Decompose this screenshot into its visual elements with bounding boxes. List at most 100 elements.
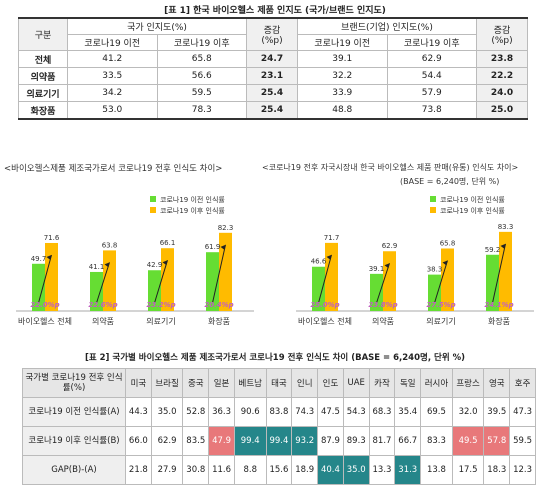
- legend-swatch: [430, 207, 436, 213]
- col-before-header: 코로나19 이전: [67, 34, 158, 51]
- data-label: 62.9: [382, 242, 398, 250]
- col-after-header: 코로나19 이후: [386, 34, 477, 51]
- table-cell: 49.5: [451, 426, 485, 456]
- col-after-header: 코로나19 이후: [156, 34, 247, 51]
- country-header: 브라질: [150, 368, 184, 398]
- data-label: 41.1: [89, 263, 105, 271]
- country-header: 독일: [394, 368, 422, 398]
- gap-annotation: 20.4%p: [204, 301, 233, 309]
- arrow-head: [220, 244, 226, 250]
- col-before-header: 코로나19 이전: [297, 34, 388, 51]
- country-header: 미국: [125, 368, 152, 398]
- country-header: 영국: [483, 368, 511, 398]
- country-group-header: 국가 인지도(%): [67, 17, 247, 35]
- country-change-header: 증감 (%p): [246, 17, 298, 51]
- table-cell: 66.0: [125, 426, 152, 456]
- row-label-before: 코로나19 이전 인식률(A): [22, 397, 126, 427]
- gap-arrow: [434, 260, 448, 304]
- country-header: UAE: [342, 368, 370, 398]
- table-cell: 83.5: [182, 426, 210, 456]
- data-label: 66.1: [160, 239, 176, 247]
- table-cell: 13.3: [368, 455, 396, 485]
- brand-change-header: 증감 (%p): [476, 17, 528, 51]
- bar-before: [32, 263, 45, 311]
- table-cell: 81.7: [368, 426, 396, 456]
- data-label: 83.3: [498, 223, 514, 231]
- bar-before: [428, 274, 441, 311]
- table-cell: 31.3: [394, 455, 422, 485]
- gap-arrow: [492, 243, 506, 304]
- country-header: 베트남: [233, 368, 267, 398]
- gap-arrow: [154, 260, 168, 304]
- legend-swatch: [150, 196, 156, 202]
- table-cell: 8.8: [233, 455, 267, 485]
- data-label: 61.9: [205, 243, 221, 251]
- data-label: 63.8: [102, 241, 118, 249]
- gap-arrow: [318, 254, 332, 304]
- gap-arrow: [212, 244, 226, 304]
- table-cell: 83.8: [265, 397, 293, 427]
- country-header: 인니: [291, 368, 319, 398]
- table-cell: 21.8: [125, 455, 152, 485]
- table-row: 전체 41.2 65.8 24.7 39.1 62.9 23.8: [18, 50, 528, 68]
- table-cell: 47.5: [317, 397, 344, 427]
- bar-before: [486, 254, 499, 311]
- table-cell: 18.3: [483, 455, 511, 485]
- bar-after: [45, 242, 58, 311]
- arrow-head: [104, 262, 110, 268]
- data-label: 59.2: [485, 246, 501, 254]
- table-cell: 39.5: [483, 397, 511, 427]
- table-cell: 99.4: [265, 426, 293, 456]
- right-chart-note: (BASE = 6,240명, 단위 %): [400, 177, 500, 186]
- legend-label: 코로나19 이후 인식률: [440, 206, 505, 215]
- table-cell: 11.6: [208, 455, 235, 485]
- table-cell: 68.3: [368, 397, 396, 427]
- table-row: 의료기기 34.2 59.5 25.4 33.9 57.9 24.0: [18, 84, 528, 102]
- bar-after: [441, 248, 454, 311]
- table-cell: 44.3: [125, 397, 152, 427]
- table-cell: 57.8: [483, 426, 511, 456]
- data-label: 82.3: [218, 224, 234, 232]
- table-row: 의약품 33.5 56.6 23.1 32.2 54.4 22.2: [18, 67, 528, 85]
- data-label: 38.3: [427, 266, 443, 274]
- gap-annotation: 27.5%p: [426, 301, 455, 309]
- table-cell: 87.9: [317, 426, 344, 456]
- table-cell: 83.3: [420, 426, 453, 456]
- bar-before: [148, 270, 161, 311]
- arrow-head: [384, 263, 390, 269]
- table-cell: 40.4: [317, 455, 344, 485]
- data-label: 71.6: [44, 234, 60, 242]
- table2-header-label: 국가별 코로나19 전후 인식률(%): [22, 368, 126, 398]
- table-row: 화장품 53.0 78.3 25.4 48.8 73.8 25.0: [18, 101, 528, 120]
- table-cell: 35.0: [342, 455, 370, 485]
- gap-arrow: [38, 254, 52, 304]
- table-cell: 89.3: [342, 426, 370, 456]
- table2: 국가별 코로나19 전후 인식률(%) 미국 브라질 중국 일본 베트남 태국 인니 인도 UA…: [22, 368, 536, 485]
- country-header: 카작: [368, 368, 396, 398]
- arrow-head: [500, 243, 506, 249]
- country-header: 중국: [182, 368, 210, 398]
- table2-title: [표 2] 국가별 바이오헬스 제품 제조국가로서 코로나19 전후 인식도 차…: [84, 353, 466, 363]
- bar-after: [325, 242, 338, 311]
- bar-after: [161, 248, 174, 311]
- data-label: 49.7: [31, 255, 47, 263]
- legend-swatch: [150, 207, 156, 213]
- bar-before: [370, 273, 383, 311]
- table1: 구분 국가 인지도(%) 증감 (%p) 브랜드(기업) 인지도(%) 증감 (%p…: [18, 17, 528, 120]
- country-header: 호주: [509, 368, 536, 398]
- country-header: 프랑스: [451, 368, 485, 398]
- table-cell: 15.6: [265, 455, 293, 485]
- table-cell: 90.6: [233, 397, 267, 427]
- legend-label: 코로나19 이전 인식률: [440, 195, 505, 204]
- legend-label: 코로나19 이전 인식률: [160, 195, 225, 204]
- table-cell: 36.3: [208, 397, 235, 427]
- arrow-head: [442, 260, 448, 266]
- arrow-head: [326, 254, 332, 260]
- gap-arrow: [96, 262, 110, 304]
- table-cell: 69.5: [420, 397, 453, 427]
- bar-after: [219, 232, 232, 311]
- legend-label: 코로나19 이후 인식률: [160, 206, 225, 215]
- table-cell: 93.2: [291, 426, 319, 456]
